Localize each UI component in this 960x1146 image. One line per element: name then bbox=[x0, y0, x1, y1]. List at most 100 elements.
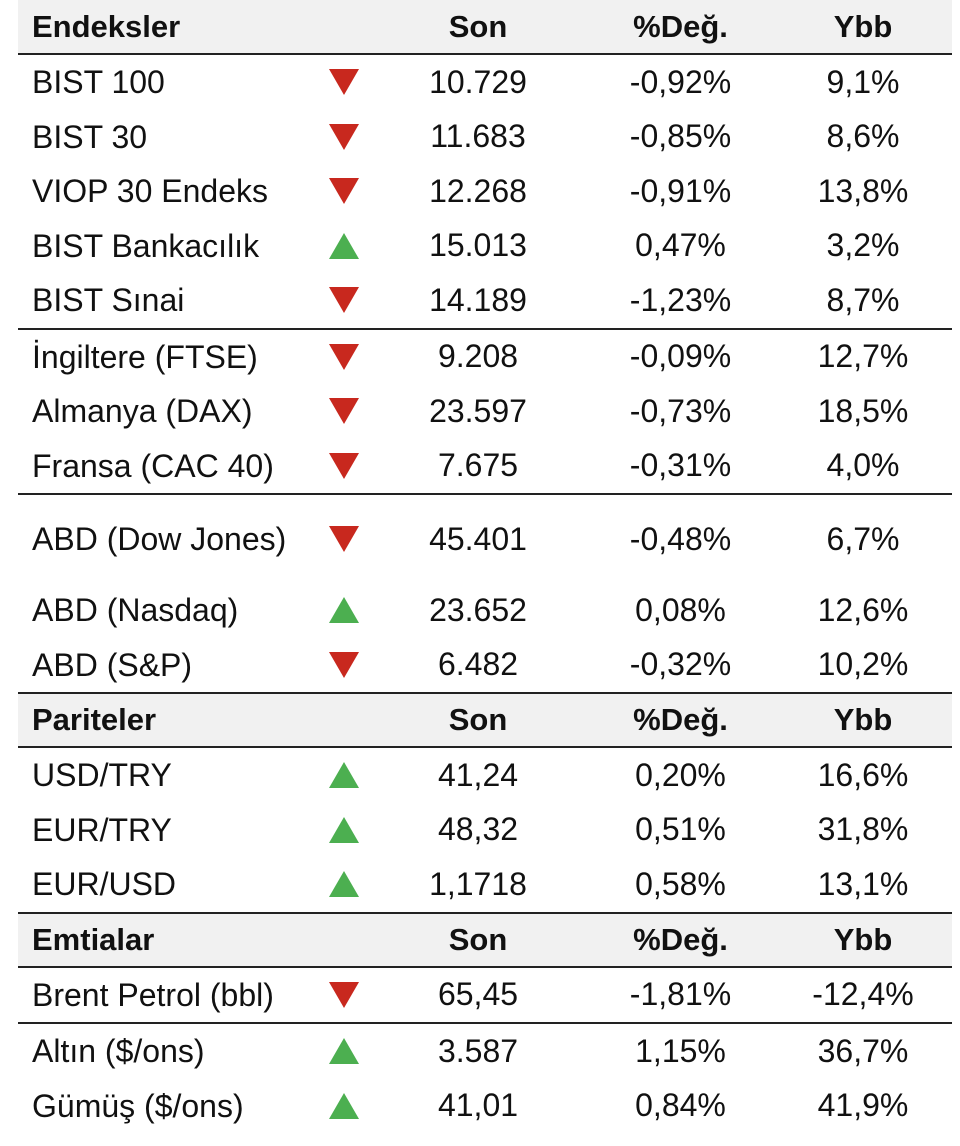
trend-cell bbox=[326, 1079, 362, 1134]
table-row: VIOP 30 Endeks 12.268 -0,91% 13,8% bbox=[18, 164, 952, 219]
table-row: ABD (S&P) 6.482 -0,32% 10,2% bbox=[18, 638, 952, 693]
trend-cell bbox=[326, 273, 362, 328]
up-arrow-icon bbox=[329, 816, 359, 843]
column-header-ytd: Ybb bbox=[833, 921, 893, 957]
table-row: BIST 30 11.683 -0,85% 8,6% bbox=[18, 110, 952, 165]
last-value: 1,1718 bbox=[429, 865, 527, 902]
trend-cell bbox=[326, 495, 362, 583]
up-arrow-icon bbox=[329, 871, 359, 898]
trend-cell bbox=[326, 638, 362, 693]
last-value: 45.401 bbox=[429, 520, 527, 557]
instrument-name: VIOP 30 Endeks bbox=[32, 173, 268, 210]
percent-change: 0,08% bbox=[635, 591, 726, 628]
instrument-name: Almanya (DAX) bbox=[32, 393, 253, 430]
instrument-name: BIST Bankacılık bbox=[32, 227, 260, 264]
instrument-name: ABD (Nasdaq) bbox=[32, 592, 239, 629]
trend-cell bbox=[326, 857, 362, 912]
group-divider bbox=[18, 1022, 952, 1024]
down-arrow-icon bbox=[329, 981, 359, 1008]
table-row: BIST Sınai 14.189 -1,23% 8,7% bbox=[18, 273, 952, 328]
table-row: ABD (Dow Jones) 45.401 -0,48% 6,7% bbox=[18, 495, 952, 583]
last-value: 3.587 bbox=[437, 1032, 519, 1069]
trend-cell bbox=[326, 748, 362, 803]
last-value: 12.268 bbox=[429, 172, 527, 209]
ytd-change: 8,7% bbox=[826, 281, 900, 318]
percent-change: -0,73% bbox=[629, 392, 732, 429]
ytd-change: -12,4% bbox=[812, 976, 914, 1013]
table-row: EUR/USD 1,1718 0,58% 13,1% bbox=[18, 857, 952, 912]
percent-change: -0,92% bbox=[629, 63, 732, 100]
column-header-change: %Değ. bbox=[633, 702, 728, 737]
up-arrow-icon bbox=[329, 1038, 359, 1065]
column-header-ytd: Ybb bbox=[833, 702, 893, 737]
percent-change: 1,15% bbox=[635, 1032, 726, 1069]
group-divider bbox=[18, 327, 952, 330]
trend-cell bbox=[326, 968, 362, 1023]
percent-change: 0,84% bbox=[635, 1087, 726, 1124]
percent-change: 0,20% bbox=[635, 756, 726, 793]
section-header: Endeksler Son %Değ. Ybb bbox=[18, 0, 952, 55]
column-header-change: %Değ. bbox=[633, 8, 728, 44]
down-arrow-icon bbox=[329, 178, 359, 205]
instrument-name: ABD (Dow Jones) bbox=[32, 520, 287, 557]
down-arrow-icon bbox=[329, 526, 359, 552]
table-row: BIST 100 10.729 -0,92% 9,1% bbox=[18, 55, 952, 110]
section-header: Pariteler Son %Değ. Ybb bbox=[18, 692, 952, 748]
column-header-son: Son bbox=[448, 702, 508, 737]
last-value: 14.189 bbox=[429, 281, 527, 318]
ytd-change: 31,8% bbox=[817, 811, 909, 848]
group-divider bbox=[18, 493, 952, 495]
column-header-change: %Değ. bbox=[633, 921, 728, 957]
percent-change: -0,85% bbox=[629, 118, 732, 155]
last-value: 41,01 bbox=[437, 1087, 519, 1124]
percent-change: -0,32% bbox=[629, 646, 732, 683]
instrument-name: İngiltere (FTSE) bbox=[32, 338, 258, 375]
down-arrow-icon bbox=[329, 651, 359, 678]
down-arrow-icon bbox=[329, 398, 359, 425]
last-value: 9.208 bbox=[437, 338, 519, 375]
ytd-change: 12,6% bbox=[817, 591, 909, 628]
ytd-change: 9,1% bbox=[826, 63, 900, 100]
trend-cell bbox=[326, 164, 362, 219]
last-value: 65,45 bbox=[437, 976, 519, 1013]
down-arrow-icon bbox=[329, 69, 359, 96]
ytd-change: 36,7% bbox=[817, 1032, 909, 1069]
ytd-change: 13,8% bbox=[817, 172, 909, 209]
trend-cell bbox=[326, 330, 362, 385]
down-arrow-icon bbox=[329, 452, 359, 479]
trend-cell bbox=[326, 1024, 362, 1079]
trend-cell bbox=[326, 803, 362, 858]
trend-cell bbox=[326, 55, 362, 110]
section-title: Endeksler bbox=[32, 8, 181, 44]
percent-change: -0,09% bbox=[629, 338, 732, 375]
percent-change: 0,51% bbox=[635, 811, 726, 848]
column-header-son: Son bbox=[448, 8, 508, 44]
instrument-name: USD/TRY bbox=[32, 757, 172, 794]
ytd-change: 4,0% bbox=[826, 447, 900, 484]
ytd-change: 10,2% bbox=[817, 646, 909, 683]
ytd-change: 8,6% bbox=[826, 118, 900, 155]
percent-change: -1,23% bbox=[629, 281, 732, 318]
percent-change: 0,47% bbox=[635, 227, 726, 264]
up-arrow-icon bbox=[329, 762, 359, 789]
table-row: Altın ($/ons) 3.587 1,15% 36,7% bbox=[18, 1024, 952, 1079]
table-row: USD/TRY 41,24 0,20% 16,6% bbox=[18, 748, 952, 803]
percent-change: -0,31% bbox=[629, 447, 732, 484]
section-title: Pariteler bbox=[32, 702, 157, 738]
up-arrow-icon bbox=[329, 1092, 359, 1119]
instrument-name: EUR/TRY bbox=[32, 811, 172, 848]
table-row: Fransa (CAC 40) 7.675 -0,31% 4,0% bbox=[18, 439, 952, 494]
ytd-change: 12,7% bbox=[817, 338, 909, 375]
last-value: 10.729 bbox=[429, 63, 527, 100]
trend-cell bbox=[326, 439, 362, 494]
up-arrow-icon bbox=[329, 597, 359, 624]
down-arrow-icon bbox=[329, 287, 359, 314]
ytd-change: 16,6% bbox=[817, 756, 909, 793]
percent-change: -0,91% bbox=[629, 172, 732, 209]
up-arrow-icon bbox=[329, 232, 359, 259]
instrument-name: Brent Petrol (bbl) bbox=[32, 976, 274, 1013]
table-row: Brent Petrol (bbl) 65,45 -1,81% -12,4% bbox=[18, 968, 952, 1023]
ytd-change: 13,1% bbox=[817, 865, 909, 902]
trend-cell bbox=[326, 583, 362, 638]
last-value: 7.675 bbox=[437, 447, 519, 484]
